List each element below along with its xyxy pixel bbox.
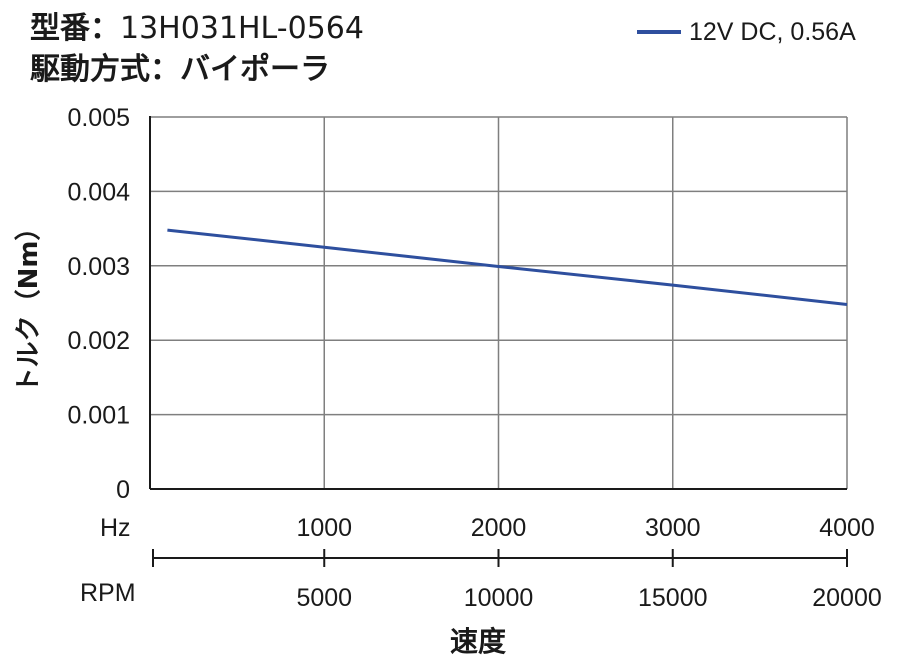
x-axis-label: 速度 [450, 625, 506, 658]
y-tick-label: 0.005 [67, 104, 130, 132]
model-label: 型番： [30, 11, 120, 46]
x-tick-label: 4000 [819, 514, 875, 542]
legend-swatch [637, 30, 681, 34]
y-axis-label: トルク（Nm） [14, 215, 44, 394]
series-line [167, 228, 848, 306]
y-tick-label: 0.004 [67, 178, 130, 206]
drive-value: バイポーラ [180, 52, 330, 87]
x2-tick-label: 10000 [464, 584, 534, 612]
series-lines [167, 228, 848, 306]
legend-label: 12V DC, 0.56A [689, 17, 856, 46]
model-value: 13H031HL-0564 [120, 11, 364, 46]
tick-labels: 0 0.001 0.002 0.003 0.004 0.005 1000 2000 3000 40… [67, 104, 881, 612]
x-unit-label: Hz [100, 514, 131, 542]
x-tick-label: 1000 [296, 514, 352, 542]
x-tick-label: 2000 [471, 514, 527, 542]
drive-label: 駆動方式： [30, 52, 180, 87]
x-tick-label: 3000 [645, 514, 701, 542]
drive-heading: 駆動方式：バイポーラ [30, 55, 330, 85]
y-tick-label: 0.003 [67, 253, 130, 281]
x2-tick-label: 20000 [812, 584, 882, 612]
x2-tick-label: 15000 [638, 584, 708, 612]
model-heading: 型番：13H031HL-0564 [30, 14, 364, 44]
y-tick-label: 0 [116, 476, 130, 504]
grid-lines [150, 116, 848, 490]
axes [149, 116, 848, 567]
y-tick-label: 0.002 [67, 327, 130, 355]
x2-unit-label: RPM [80, 579, 136, 607]
y-tick-label: 0.001 [67, 402, 130, 430]
chart-legend: 12V DC, 0.56A [637, 17, 856, 47]
x2-tick-label: 5000 [296, 584, 352, 612]
